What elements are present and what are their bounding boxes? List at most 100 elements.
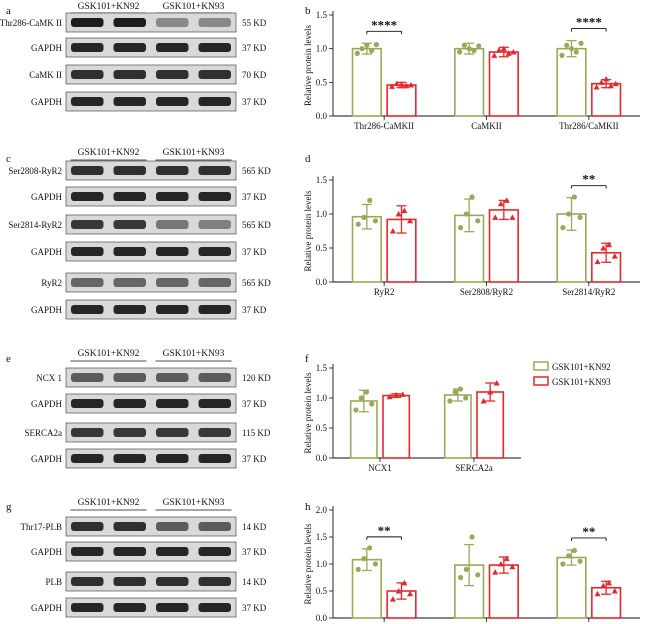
data-point (505, 50, 512, 56)
blot-molecular-weight: 565 KD (242, 278, 271, 288)
blot-molecular-weight: 37 KD (242, 603, 267, 613)
blot-row-label: CaMK II (29, 70, 62, 80)
blot-band (198, 305, 231, 314)
blot-band (113, 399, 146, 408)
blot-row-label: GAPDH (31, 97, 63, 107)
data-point (566, 553, 572, 559)
y-tick-label: 0.5 (316, 243, 328, 253)
data-point (367, 197, 373, 203)
data-point (399, 391, 406, 397)
blot-molecular-weight: 37 KD (242, 247, 267, 257)
y-tick-label: 0.0 (316, 111, 328, 121)
x-tick-label: NCX1 (368, 463, 392, 473)
data-point (497, 200, 504, 207)
y-axis-label: Relative protein levels (303, 372, 313, 453)
data-point (487, 389, 494, 395)
data-point (509, 563, 516, 570)
blot-band (71, 577, 104, 586)
blot-band (156, 97, 189, 106)
data-point (509, 214, 516, 220)
blot-group-label: GSK101+KN93 (163, 2, 225, 12)
data-point (401, 207, 408, 214)
blot-band (198, 399, 231, 408)
blot-band (113, 97, 146, 106)
data-point (372, 561, 379, 567)
data-point (407, 590, 414, 597)
blot-membrane (65, 422, 237, 443)
blot-band (198, 70, 231, 79)
data-point (469, 194, 475, 200)
blot-membrane (65, 299, 237, 320)
data-point (469, 534, 475, 540)
blot-band (156, 603, 189, 612)
data-point (566, 211, 572, 217)
data-point (493, 380, 500, 386)
data-point (500, 45, 507, 52)
y-tick-label: 1.5 (316, 363, 328, 373)
blot-group-label: GSK101+KN92 (78, 2, 140, 12)
blot-row-label: GAPDH (31, 399, 63, 409)
blot-band (71, 192, 104, 201)
data-point (600, 245, 607, 251)
blot-band (113, 220, 146, 229)
data-point (475, 572, 481, 578)
blot-band (156, 305, 189, 314)
data-point (369, 401, 375, 407)
blot-molecular-weight: 565 KD (242, 166, 271, 176)
significance-label: **** (371, 17, 397, 32)
legend-label: GSK101+KN93 (552, 377, 611, 387)
blot-molecular-weight: 565 KD (242, 220, 271, 230)
blot-band (156, 166, 189, 175)
y-tick-label: 1.5 (316, 175, 328, 185)
blot-band (156, 454, 189, 463)
bar (556, 556, 587, 619)
y-tick-label: 0.5 (316, 77, 328, 87)
blot-band (198, 547, 231, 556)
blot-molecular-weight: 115 KD (242, 428, 271, 438)
data-point (560, 225, 566, 231)
blot-band (71, 522, 104, 531)
data-point (564, 42, 570, 48)
blot-band (156, 43, 189, 52)
blot-band (71, 305, 104, 314)
bar (382, 394, 411, 459)
blot-band (156, 428, 189, 437)
blot-band (71, 97, 104, 106)
data-point (395, 588, 402, 594)
data-point (355, 221, 361, 227)
data-point (393, 80, 400, 87)
x-tick-label: Thr286/CaMKII (559, 121, 619, 131)
data-point (408, 82, 415, 88)
data-point (359, 46, 365, 52)
significance-label: ** (582, 524, 595, 539)
blot-band (71, 603, 104, 612)
data-point (395, 211, 402, 217)
data-point (606, 241, 613, 248)
data-point (361, 214, 367, 220)
blot-membrane (65, 367, 237, 388)
blot-band (198, 192, 231, 201)
data-point (369, 48, 375, 54)
blot-band (156, 577, 189, 586)
blot-band (156, 399, 189, 408)
blot-band (156, 70, 189, 79)
data-point (510, 49, 517, 55)
blot-group-label: GSK101+KN92 (78, 498, 140, 508)
blot-row-label: Thr17-PLB (21, 522, 63, 532)
blot-band (198, 247, 231, 256)
blot-band (198, 577, 231, 586)
x-tick-label: Ser2808/RyR2 (460, 287, 513, 297)
x-tick-label: SERCA2a (455, 463, 493, 473)
data-point (463, 395, 469, 401)
data-point (611, 253, 618, 259)
x-tick-label: RyR2 (374, 287, 395, 297)
y-tick-label: 1.5 (316, 10, 328, 20)
y-tick-label: 1.0 (316, 44, 328, 54)
blot-membrane (65, 448, 237, 469)
blot-band (113, 547, 146, 556)
y-tick-label: 0.5 (316, 423, 328, 433)
blot-row-label: Thr286-CaMK II (0, 18, 62, 28)
data-point (471, 48, 477, 54)
bar (476, 391, 505, 459)
